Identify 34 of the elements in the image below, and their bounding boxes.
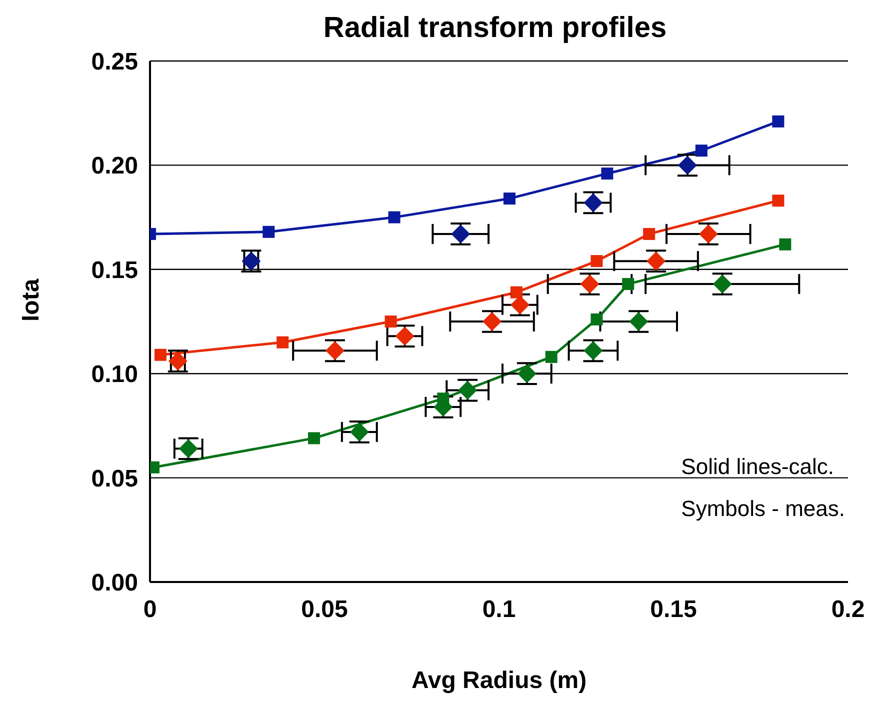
- point: [590, 313, 603, 326]
- point: [154, 348, 166, 361]
- annotation: Symbols - meas.: [681, 495, 845, 523]
- point: [779, 238, 792, 250]
- point: [262, 226, 275, 238]
- y-tick-label: 0.15: [91, 256, 138, 284]
- y-tick-label: 0.00: [91, 570, 138, 597]
- x-tick-label: 0.05: [301, 596, 348, 624]
- point: [601, 168, 614, 180]
- y-tick-label: 0.20: [91, 152, 138, 180]
- x-tick-label: 0.15: [650, 596, 697, 624]
- x-tick-label: 0.1: [482, 596, 516, 624]
- annotation: Solid lines-calc.: [681, 453, 836, 481]
- point: [308, 432, 320, 444]
- point: [503, 192, 516, 205]
- point: [772, 194, 784, 207]
- x-tick-label: 0.2: [831, 596, 865, 624]
- point: [276, 336, 289, 348]
- point: [545, 350, 558, 363]
- point: [622, 278, 634, 290]
- point: [695, 144, 708, 157]
- point: [510, 286, 522, 298]
- point: [772, 115, 784, 128]
- point: [590, 255, 603, 268]
- point: [643, 228, 656, 240]
- x-tick-label: 0: [143, 596, 157, 624]
- y-tick-label: 0.25: [91, 48, 138, 76]
- y-tick-label: 0.10: [91, 361, 138, 388]
- point: [388, 211, 400, 224]
- chart-title: Radial transform profiles: [322, 12, 668, 45]
- y-axis-title: Iota: [18, 278, 45, 322]
- point: [384, 316, 397, 328]
- y-tick-label: 0.05: [91, 465, 138, 492]
- x-axis-title: Avg Radius (m): [411, 667, 587, 694]
